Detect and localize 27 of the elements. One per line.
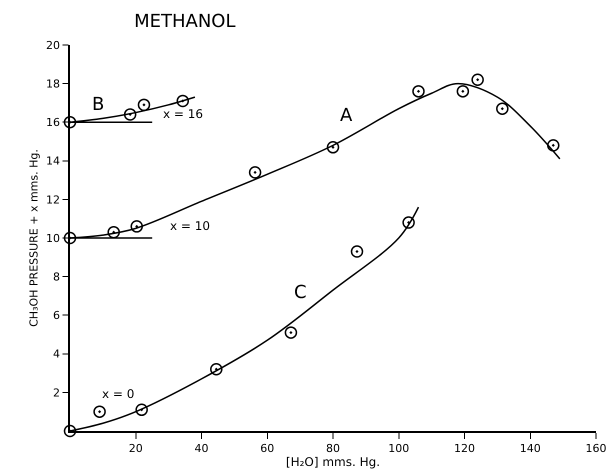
y-tick-label: 18 <box>46 77 60 90</box>
x-tick-label: 100 <box>388 442 410 455</box>
x-tick-label: 60 <box>260 442 274 455</box>
y-tick-label: 14 <box>46 154 60 168</box>
x-tick-label: 140 <box>520 442 541 455</box>
x-tick-label: 120 <box>454 442 475 455</box>
y-tick-label: 8 <box>53 270 60 284</box>
x-tick-label: 160 <box>586 442 606 455</box>
y-tick-label: 4 <box>53 348 60 361</box>
y-tick-label: 2 <box>53 386 60 400</box>
x-tick-label: 40 <box>194 442 208 455</box>
chart-title: METHANOL <box>134 10 236 32</box>
annotation: x = 16 <box>163 107 204 121</box>
annotation: x = 0 <box>102 387 134 401</box>
annotation: A <box>340 105 353 126</box>
y-tick-label: 12 <box>46 193 60 206</box>
y-tick-label: 6 <box>53 309 60 322</box>
annotation: x = 10 <box>170 219 210 233</box>
x-tick-label: 80 <box>326 442 340 455</box>
x-axis-title: [H₂O] mms. Hg. <box>286 454 380 469</box>
y-tick-label: 16 <box>46 116 60 130</box>
y-tick-label: 10 <box>46 232 60 245</box>
y-tick-label: 20 <box>46 38 60 52</box>
annotation: C <box>294 282 307 303</box>
annotation: B <box>92 94 104 115</box>
x-tick-label: 20 <box>128 442 143 455</box>
y-axis-title: CH₃OH PRESSURE + x mms. Hg. <box>28 149 40 327</box>
